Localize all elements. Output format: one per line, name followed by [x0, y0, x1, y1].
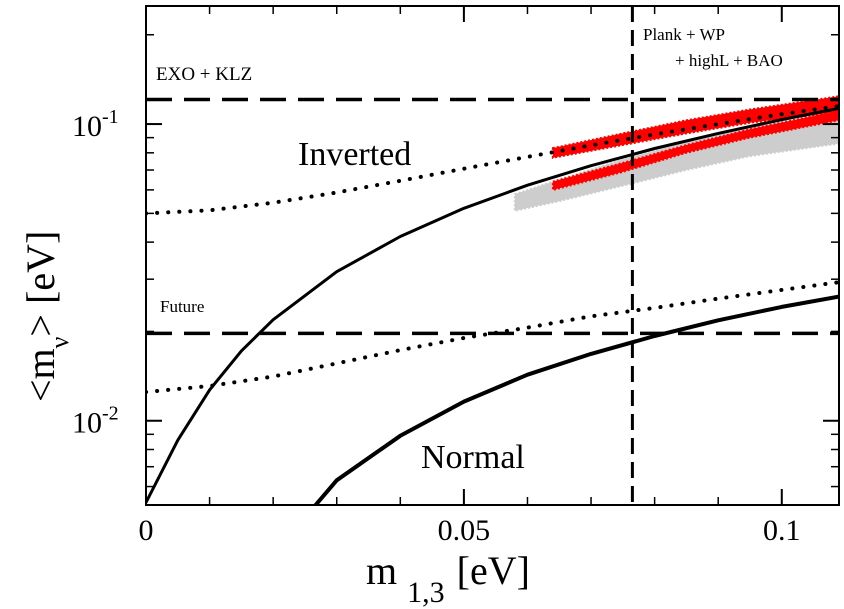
band-1 [551, 95, 839, 159]
y-axis-subscript: ν [45, 336, 74, 348]
y-tick-exponent-1: -1 [102, 106, 119, 128]
label-planck-line2: + highL + BAO [675, 51, 783, 70]
x-tick-label-0: 0 [139, 514, 154, 547]
y-tick-label-1: 10-1 [72, 106, 119, 143]
y-tick-base-1: 10 [72, 110, 102, 143]
series-line-0 [146, 106, 839, 504]
y-tick-base-0: 10 [72, 407, 102, 440]
label-normal: Normal [421, 439, 525, 476]
x-axis-title: m 1,3 [eV] [366, 548, 530, 609]
label-exo-klz: EXO + KLZ [156, 64, 252, 85]
label-planck-line1: Plank + WP [643, 25, 725, 44]
x-axis-subscript: 1,3 [407, 576, 445, 609]
label-inverted: Inverted [298, 136, 411, 173]
x-tick-label-1: 0.05 [438, 514, 491, 547]
y-axis-symbol: <m [18, 348, 63, 402]
band-0 [513, 113, 839, 213]
label-future: Future [160, 297, 204, 316]
y-tick-label-0: 10-2 [72, 403, 119, 440]
y-axis-unit: > [eV] [18, 231, 63, 337]
x-tick-label-2: 0.1 [763, 514, 801, 547]
series-line-1 [313, 294, 839, 505]
series-line-2 [146, 104, 839, 216]
y-axis-title: <mν> [eV] [18, 231, 74, 402]
band-2 [551, 109, 839, 192]
plot-frame [145, 5, 840, 506]
y-tick-exponent-0: -2 [102, 403, 119, 425]
plot-background [146, 6, 839, 505]
x-axis-unit: [eV] [457, 548, 530, 593]
x-axis-symbol: m [366, 548, 397, 593]
